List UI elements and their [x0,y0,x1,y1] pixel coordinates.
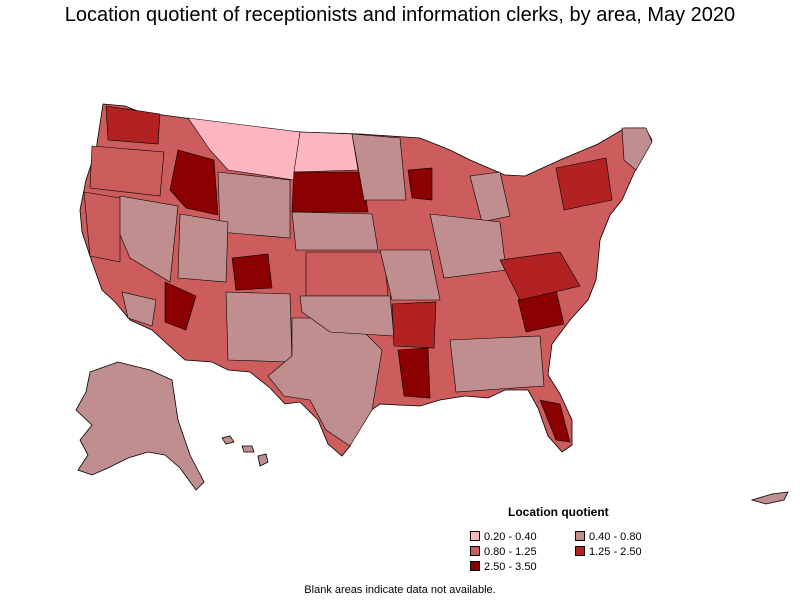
oklahoma-area [299,295,395,337]
alaska-region [75,361,205,491]
minnesota-area [351,133,407,201]
texas-area [267,317,383,447]
puerto-rico-region [750,491,789,505]
montana-area [187,117,301,181]
legend-label: 2.50 - 3.50 [484,561,537,573]
arizona-area [164,281,197,331]
legend-swatch [470,546,480,556]
maine-area [621,127,653,171]
california-north-area [83,191,121,263]
area-shading [83,105,653,447]
wisconsin-area [407,167,433,201]
footnote: Blank areas indicate data not available. [304,584,496,596]
nebraska-area [291,211,379,251]
legend-item: 0.80 - 1.25 [470,545,537,559]
oregon-area [89,145,165,197]
legend-swatch [470,531,480,541]
florida-area [539,399,571,443]
legend-item: 0.20 - 0.40 [470,530,537,544]
washington-coast-area [105,105,161,145]
southern-alabama-georgia-area [449,335,545,393]
legend-swatch [470,561,480,571]
arkansas-area [391,301,437,349]
map-title: Location quotient of receptionists and i… [64,4,736,26]
legend-title: Location quotient [508,505,609,519]
california-south-area [121,291,157,327]
lower-mississippi-area [397,347,431,399]
legend-label: 1.25 - 2.50 [589,546,642,558]
new-mexico-area [225,291,293,363]
utah-area [177,213,229,283]
missouri-area [379,249,441,301]
legend-item: 1.25 - 2.50 [575,545,642,559]
wyoming-area [217,171,291,239]
idaho-area [169,149,219,216]
new-york-area [555,157,613,211]
michigan-area [469,171,511,223]
south-dakota-area [291,171,369,213]
legend-item: 0.40 - 0.80 [575,530,642,544]
legend-label: 0.40 - 0.80 [589,531,642,543]
legend-item: 2.50 - 3.50 [470,560,537,574]
appalachia-area [499,251,581,301]
legend-label: 0.20 - 0.40 [484,531,537,543]
legend-swatch [575,546,585,556]
kansas-area [305,251,389,297]
legend-label: 0.80 - 1.25 [484,546,537,558]
hawaii-region [221,435,269,467]
north-dakota-area [293,131,359,173]
colorado-area [231,253,273,291]
legend-swatch [575,531,585,541]
